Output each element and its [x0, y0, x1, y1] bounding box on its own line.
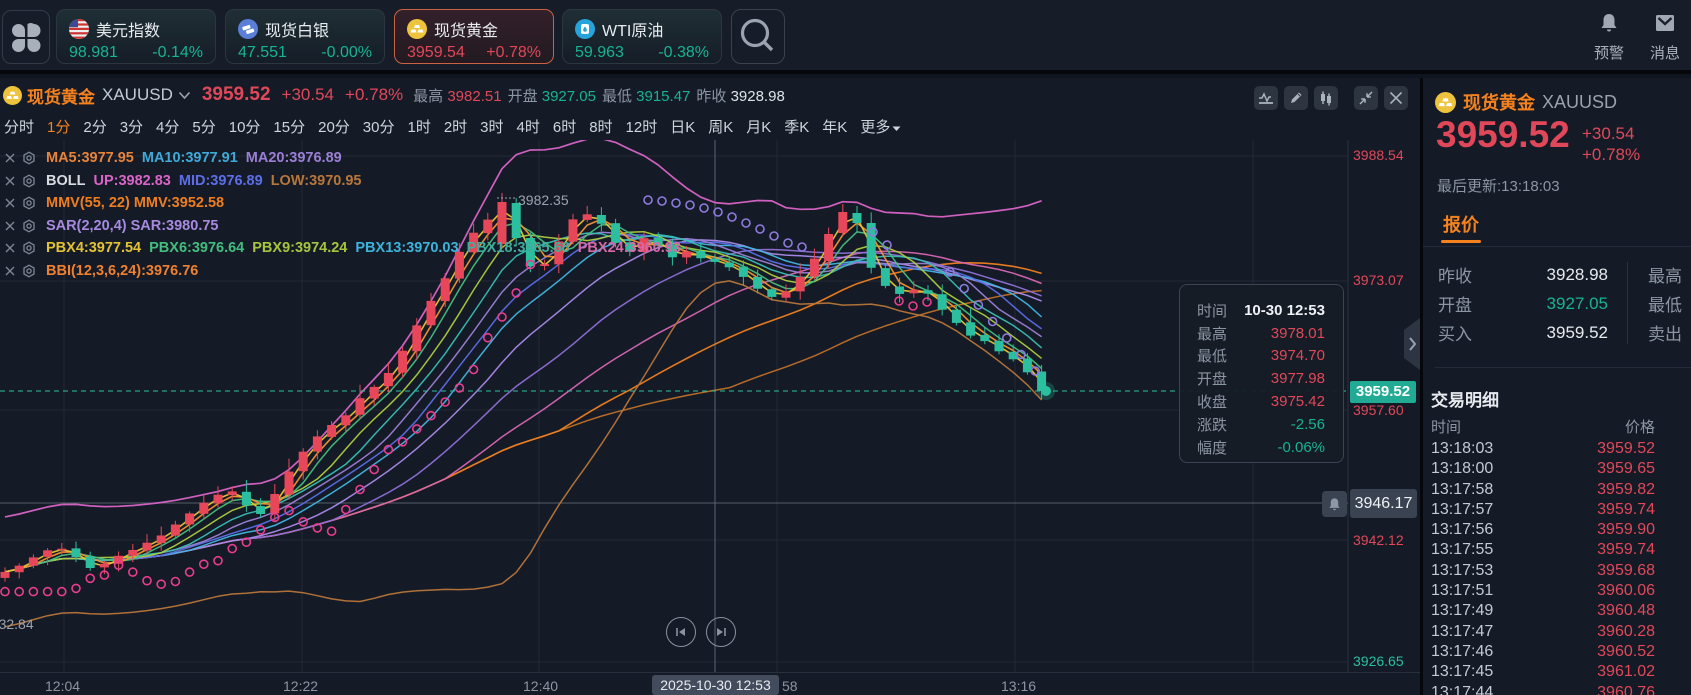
svg-text:3932.84: 3932.84 — [0, 616, 34, 632]
svg-text:3982.35: 3982.35 — [518, 192, 569, 208]
